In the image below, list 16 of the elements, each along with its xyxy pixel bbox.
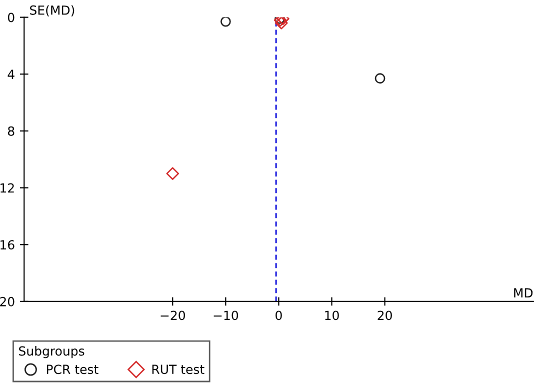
- y-tick-label: 0: [8, 12, 14, 22]
- y-tick-label: 4: [8, 70, 14, 79]
- x-tick-label: 10: [325, 310, 339, 320]
- y-tick-label: 16: [0, 240, 14, 250]
- x-tick-label: −10: [214, 310, 238, 320]
- x-tick-label: 20: [378, 310, 392, 320]
- x-tick-label: −20: [160, 310, 185, 320]
- y-tick-label: 8: [8, 126, 14, 136]
- legend-label: RUT test: [152, 364, 204, 374]
- x-axis-title: MD: [514, 288, 533, 298]
- x-tick-label: 0: [276, 310, 282, 320]
- legend-title: Subgroups: [19, 346, 84, 358]
- y-tick-label: 12: [0, 183, 14, 193]
- y-tick-label: 20: [0, 296, 14, 306]
- y-axis-title: SE(MD): [30, 5, 74, 16]
- legend-label: PCR test: [46, 364, 98, 374]
